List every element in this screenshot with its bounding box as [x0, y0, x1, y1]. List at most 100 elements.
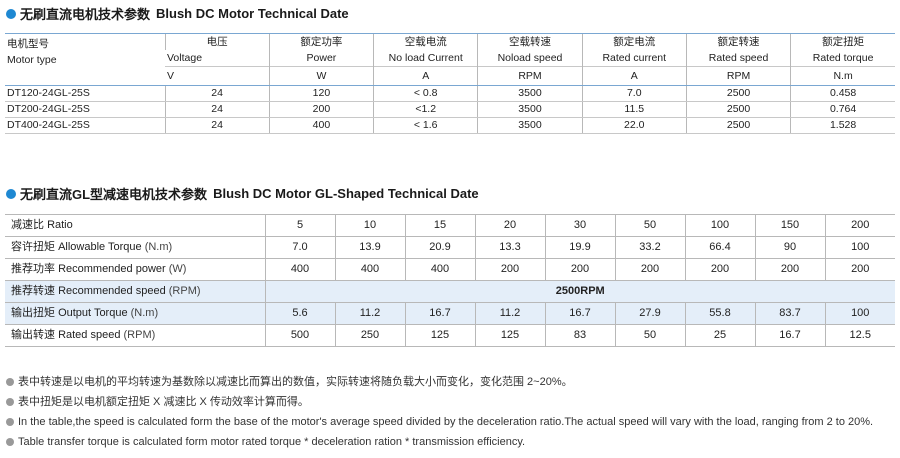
value-cell: 83	[544, 324, 616, 347]
data-row: DT200-24GL-25S 24 200 <1.2 3500 11.5 2500 0.764	[5, 101, 895, 118]
data-row: 推荐功率 Recommended power (W) 400 400 400 200 20…	[5, 258, 895, 281]
data-row: DT120-24GL-25S 24 120 < 0.8 3500 7.0 2500 0.458	[5, 85, 895, 102]
title-en: Blush DC Motor GL-Shaped Technical Date	[213, 186, 479, 201]
value-cell: 16.7	[754, 324, 826, 347]
value-cell: 24	[164, 117, 270, 134]
value-cell: 11.2	[334, 302, 406, 325]
label-cn: 输出扭矩	[11, 307, 55, 319]
note-bullet	[6, 418, 14, 426]
bullet	[6, 8, 16, 19]
note: In the table,the speed is calculated for…	[6, 412, 873, 432]
label-en: Ratio	[47, 219, 73, 231]
header-unit: W	[268, 66, 374, 86]
model-cell: DT200-24GL-25S	[5, 101, 165, 118]
value-cell: 400	[264, 258, 336, 281]
value-cell: 3500	[477, 117, 583, 134]
label-cn: 推荐功率	[11, 263, 55, 275]
value-cell: 11.5	[581, 101, 687, 118]
title-cn: 无刷直流GL型减速电机技术参数	[20, 187, 208, 202]
value-cell: 400	[404, 258, 476, 281]
header-en: Voltage	[167, 52, 203, 64]
label-unit: (W)	[168, 263, 187, 275]
value-cell: 11.2	[474, 302, 546, 325]
model-cell: DT120-24GL-25S	[5, 85, 165, 102]
value-cell: 50	[614, 214, 686, 237]
header-cn: 电压	[164, 33, 270, 50]
header-en: Motor type	[7, 54, 57, 66]
value-cell: 90	[754, 236, 826, 259]
data-row: 输出转速 Rated speed (RPM) 500 250 125 125 83 50 25…	[5, 324, 895, 347]
title-cn: 无刷直流电机技术参数	[20, 7, 151, 22]
header-en: Rated current	[581, 50, 687, 67]
header-unit: RPM	[685, 66, 791, 86]
header-en: No load Current	[373, 50, 478, 67]
value-cell: < 0.8	[373, 85, 478, 102]
value-cell: 22.0	[581, 117, 687, 134]
data-row: 输出扭矩 Output Torque (N.m) 5.6 11.2 16.7 11.2 1…	[5, 302, 895, 325]
value-cell: 250	[334, 324, 406, 347]
value-cell: 5	[264, 214, 336, 237]
label-en: Allowable Torque	[58, 241, 142, 253]
value-cell: 120	[268, 85, 374, 102]
value-cell: 50	[614, 324, 686, 347]
label-cn: 容许扭矩	[11, 241, 55, 253]
value-cell: 200	[544, 258, 616, 281]
header-cn: 额定功率	[268, 33, 374, 50]
value-cell: 1.528	[790, 117, 895, 134]
value-cell: 200	[474, 258, 546, 281]
section-title: 无刷直流GL型减速电机技术参数 Blush DC Motor GL-Shaped …	[6, 184, 479, 203]
label-en: Rated speed	[58, 329, 121, 341]
value-cell: 7.0	[264, 236, 336, 259]
header-cn: 额定转速	[685, 33, 791, 50]
value-cell: 20.9	[404, 236, 476, 259]
value-cell: 66.4	[684, 236, 756, 259]
section-title: 无刷直流电机技术参数 Blush DC Motor Technical Date	[6, 4, 349, 23]
header-en: Rated speed	[685, 50, 791, 67]
value-cell: 24	[164, 101, 270, 118]
header-en: Power	[268, 50, 374, 67]
row-label: 输出转速 Rated speed (RPM)	[5, 324, 266, 347]
label-cn: 推荐转速	[11, 285, 55, 297]
note-bullet	[6, 378, 14, 386]
note: Table transfer torque is calculated form…	[6, 432, 873, 452]
value-cell: < 1.6	[373, 117, 478, 134]
value-cell: 2500	[685, 117, 791, 134]
value-cell: 100	[684, 214, 756, 237]
value-cell: 2500	[685, 85, 791, 102]
value-cell: 0.764	[790, 101, 895, 118]
value-cell: 25	[684, 324, 756, 347]
note-text: 表中转速是以电机的平均转速为基数除以减速比而算出的数值，实际转速将随负载大小而变…	[18, 376, 573, 388]
value-cell: 200	[824, 258, 895, 281]
data-row: DT400-24GL-25S 24 400 < 1.6 3500 22.0 2500 1.52…	[5, 117, 895, 134]
value-cell: 200	[754, 258, 826, 281]
header-en: Noload speed	[477, 50, 583, 67]
label-unit: (RPM)	[123, 329, 156, 341]
value-cell: 3500	[477, 85, 583, 102]
model-cell: DT400-24GL-25S	[5, 117, 165, 134]
header-row: Voltage Power No load Current Noload speed R…	[5, 50, 895, 67]
value-cell: 33.2	[614, 236, 686, 259]
label-unit: (N.m)	[130, 307, 159, 319]
value-cell: 16.7	[404, 302, 476, 325]
note-text: In the table,the speed is calculated for…	[18, 416, 874, 428]
value-cell: 55.8	[684, 302, 756, 325]
note-bullet	[6, 398, 14, 406]
value-cell: 16.7	[544, 302, 616, 325]
value-cell: 15	[404, 214, 476, 237]
data-row: 减速比 Ratio 5 10 15 20 30 50 100 150 200	[5, 214, 895, 237]
value-cell: 10	[334, 214, 406, 237]
header-cn: 额定电流	[581, 33, 687, 50]
value-cell: 200	[684, 258, 756, 281]
data-row: 容许扭矩 Allowable Torque (N.m) 7.0 13.9 20.9 13…	[5, 236, 895, 259]
row-label: 推荐功率 Recommended power (W)	[5, 258, 266, 281]
value-cell: 125	[474, 324, 546, 347]
value-cell: 3500	[477, 101, 583, 118]
header-cn: 空载转速	[477, 33, 583, 50]
value-cell: 24	[164, 85, 270, 102]
value-cell: <1.2	[373, 101, 478, 118]
bullet	[6, 188, 16, 199]
value-cell: 150	[754, 214, 826, 237]
note: 表中扭矩是以电机额定扭矩 X 减速比 X 传动效率计算而得。	[6, 392, 873, 412]
value-cell: 500	[264, 324, 336, 347]
label-unit: (N.m)	[144, 241, 173, 253]
